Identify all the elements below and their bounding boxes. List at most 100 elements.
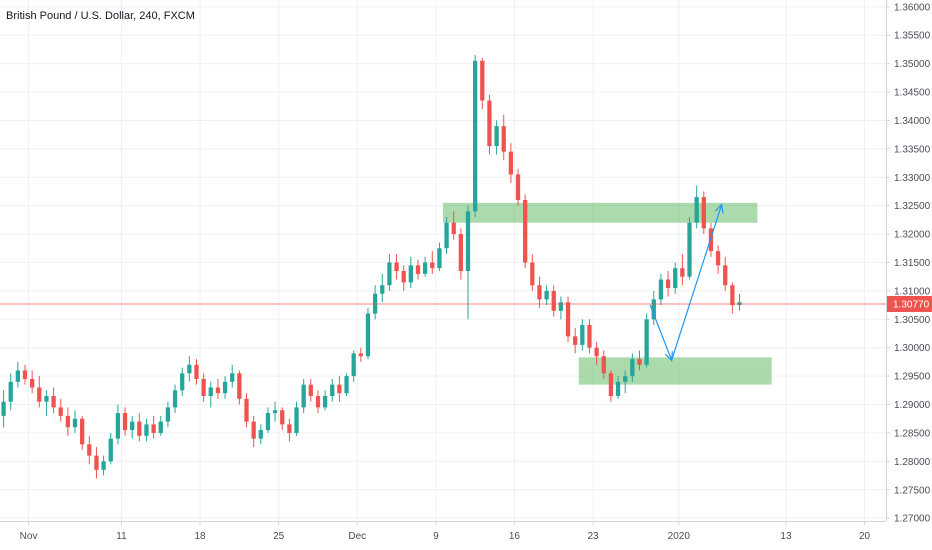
grid-lines: [0, 0, 886, 521]
candle-body: [322, 396, 328, 408]
candle-body: [623, 376, 628, 382]
candle-body: [272, 410, 278, 414]
candle-body: [665, 279, 671, 289]
candle-body: [580, 324, 585, 345]
y-tick-label: 1.33500: [894, 144, 931, 155]
last-price-label: 1.30770: [893, 299, 930, 310]
candle-body: [265, 413, 271, 431]
x-tick-label: 9: [433, 531, 439, 542]
candle-body: [51, 396, 56, 408]
candle-body: [65, 415, 71, 428]
candle-body: [208, 387, 213, 397]
candle-body: [437, 248, 442, 269]
candle-body: [544, 290, 549, 300]
candle-body: [458, 234, 464, 272]
candle-body: [508, 151, 514, 175]
candle-body: [565, 302, 571, 337]
y-tick-label: 1.27500: [894, 485, 931, 496]
candle-body: [530, 262, 535, 286]
y-tick-label: 1.29000: [894, 400, 931, 411]
price-zone: [578, 357, 772, 385]
candle-body: [87, 444, 92, 456]
candle-body: [351, 353, 356, 377]
candle-body: [37, 387, 42, 402]
y-tick-label: 1.35000: [894, 59, 931, 70]
candle-body: [630, 359, 635, 377]
candle-body: [172, 390, 178, 408]
candle-body: [201, 378, 206, 397]
candle-body: [644, 319, 649, 365]
candle-body: [637, 359, 642, 365]
y-tick-label: 1.28000: [894, 457, 931, 468]
candle-body: [473, 60, 478, 212]
candle-body: [44, 396, 49, 402]
candle-body: [165, 407, 171, 422]
y-tick-label: 1.30000: [894, 343, 931, 354]
candle-body: [515, 174, 521, 200]
candle-body: [587, 324, 592, 348]
y-tick-label: 1.35500: [894, 31, 931, 42]
candle-body: [301, 384, 306, 408]
candle-body: [444, 222, 449, 249]
x-tick-label: Dec: [348, 531, 366, 542]
candle-body: [487, 100, 492, 147]
candle-body: [673, 268, 678, 289]
candle-body: [187, 364, 192, 374]
candle-body: [694, 197, 699, 223]
candle-body: [558, 302, 564, 311]
candle-body: [222, 381, 228, 394]
candle-body: [137, 421, 142, 436]
candle-body: [258, 430, 263, 439]
y-tick-label: 1.30500: [894, 315, 931, 326]
candle-body: [701, 197, 706, 229]
candle-body: [465, 211, 471, 272]
candle-body: [8, 381, 13, 402]
candle-body: [72, 418, 78, 428]
candle-body: [287, 424, 292, 433]
candle-body: [22, 370, 28, 379]
y-tick-label: 1.34000: [894, 116, 931, 127]
candle-body: [108, 438, 113, 462]
candle-body: [658, 279, 664, 300]
candle-body: [358, 353, 363, 357]
y-tick-label: 1.32500: [894, 201, 931, 212]
y-tick-label: 1.27000: [894, 514, 931, 525]
candle-body: [608, 373, 614, 397]
candle-body: [680, 268, 685, 277]
candle-body: [408, 265, 413, 283]
x-tick-label: 2020: [668, 531, 691, 542]
price-axis[interactable]: 1.27000 1.27500 1.28000 1.28500 1.29000 1.295…: [886, 2, 931, 525]
candle-body: [251, 421, 256, 439]
y-tick-label: 1.32000: [894, 230, 931, 241]
candle-body: [58, 407, 63, 416]
x-tick-label: 20: [859, 531, 871, 542]
candle-body: [330, 384, 335, 397]
candle-body: [380, 285, 385, 294]
candle-body: [501, 126, 506, 152]
candle-body: [651, 299, 656, 320]
candle-body: [401, 271, 406, 283]
candle-body: [451, 222, 456, 235]
candle-body: [715, 251, 721, 266]
candle-body: [430, 262, 435, 269]
plot-background: [0, 0, 886, 521]
candle-body: [158, 421, 163, 433]
candle-body: [151, 424, 156, 433]
candle-body: [94, 455, 99, 470]
candle-body: [551, 290, 556, 311]
y-tick-label: 1.31500: [894, 258, 931, 269]
candle-body: [230, 373, 235, 382]
price-zone: [443, 202, 758, 223]
chart-title: British Pound / U.S. Dollar, 240, FXCM: [6, 10, 195, 22]
x-tick-label: 13: [780, 531, 792, 542]
candle-body: [294, 407, 299, 433]
candle-body: [344, 376, 349, 394]
y-tick-label: 1.28500: [894, 428, 931, 439]
projection-arrow: [649, 203, 724, 363]
y-tick-label: 1.33000: [894, 173, 931, 184]
candle-body: [30, 378, 35, 388]
arrow-head: [664, 351, 673, 362]
time-axis[interactable]: Nov 11 18 25 Dec 9 16 23 2020 13 20: [20, 521, 871, 542]
candle-body: [394, 262, 399, 272]
